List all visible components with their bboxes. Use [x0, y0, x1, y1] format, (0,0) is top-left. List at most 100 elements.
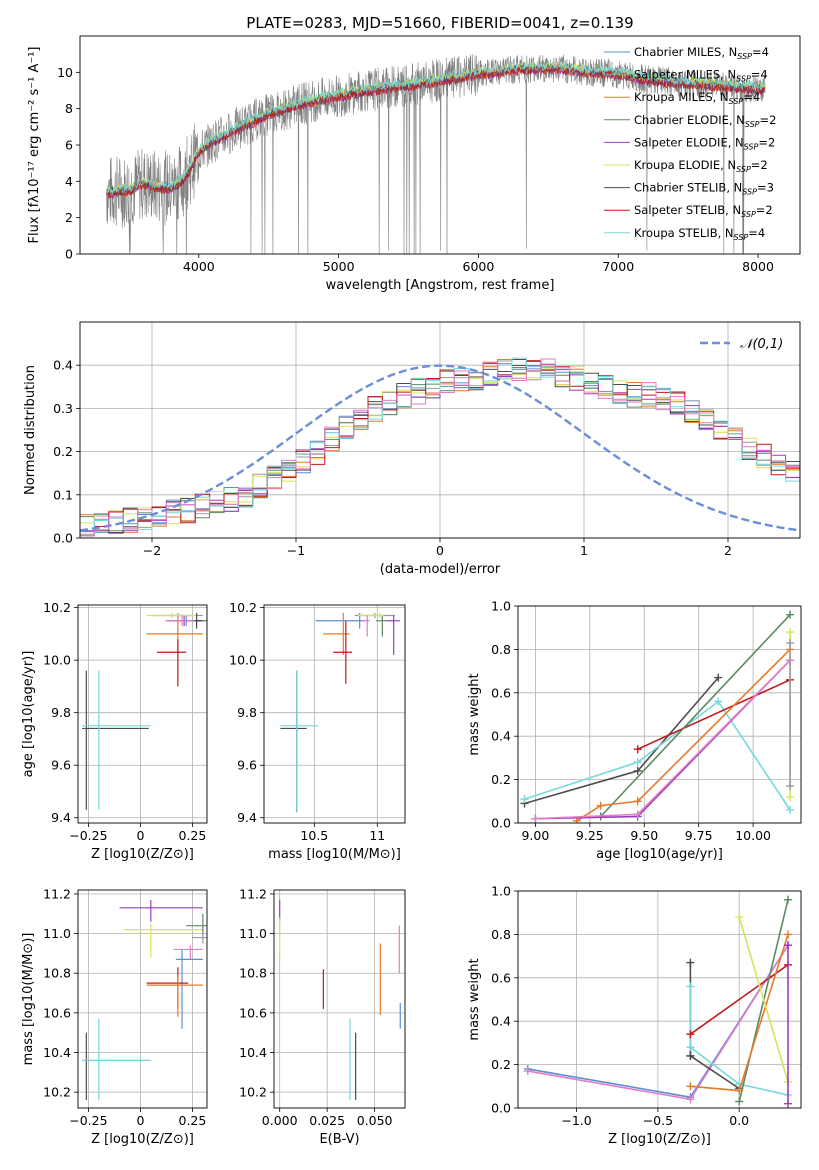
y-tick-label: 11.2	[239, 886, 267, 901]
axes-frame	[273, 889, 406, 1109]
errorbar-point	[82, 1032, 149, 1101]
legend-entry: Kroupa MILES, NSSP=4	[634, 90, 760, 106]
legend-entry: Chabrier ELODIE, NSSP=2	[634, 113, 776, 129]
y-tick-label: 8	[65, 101, 73, 116]
x-tick-label: 9.25	[576, 828, 604, 843]
y-tick-label: 0.1	[53, 487, 73, 502]
axes-frame	[263, 604, 406, 824]
y-tick-label: 0.4	[491, 1014, 511, 1029]
histogram-step-pink	[80, 358, 800, 537]
y-tick-label: 0.8	[491, 927, 511, 942]
errorbar-point	[146, 612, 197, 619]
plot-area-mass_vs_Z	[82, 899, 207, 1101]
y-tick-label: 0.0	[53, 531, 73, 546]
errorbar-point	[157, 639, 187, 687]
y-tick-label: 11.0	[239, 926, 267, 941]
y-tick-label: 10.8	[239, 966, 267, 981]
plot-area-spectrum	[106, 54, 766, 254]
x-tick-label: 0.25	[179, 1113, 207, 1128]
errorbar-point	[82, 1018, 151, 1101]
y-tick-label: 11.2	[43, 886, 71, 901]
legend-entry: Salpeter STELIB, NSSP=2	[634, 203, 773, 219]
y-tick-label: 10.4	[43, 1045, 71, 1060]
y-tick-label: 9.4	[237, 810, 257, 825]
y-tick-label: 10.2	[239, 1085, 267, 1100]
plot-area-weight_vs_Z	[523, 895, 792, 1108]
errorbar-point	[323, 612, 350, 655]
y-tick-label: 10.4	[239, 1045, 267, 1060]
plot-area-mass_vs_ebv	[279, 899, 401, 1101]
errorbar-point	[173, 945, 203, 960]
y-tick-label: 10.0	[229, 653, 257, 668]
weight-marker	[783, 941, 792, 950]
y-tick-label: 0.4	[53, 358, 73, 373]
x-tick-label: 0	[436, 543, 444, 558]
errorbar-point	[186, 913, 207, 934]
y-tick-label: 9.6	[51, 758, 71, 773]
x-tick-label: 0.0	[729, 1113, 749, 1128]
errorbar-point	[192, 931, 207, 944]
weight-marker	[786, 792, 795, 801]
weight-marker	[686, 1095, 695, 1104]
weight-line-kroupa_stelib	[689, 986, 789, 1096]
plot-area-weight_vs_age	[520, 610, 795, 823]
y-tick-label: 0.6	[491, 685, 511, 700]
errorbar-point	[123, 923, 203, 958]
x-tick-label: 7000	[602, 259, 634, 274]
weight-marker	[633, 810, 642, 819]
model-line-kroupa_stelib	[106, 61, 766, 194]
x-axis-label: Z [log10(Z/Z⊙)]	[608, 1132, 711, 1147]
legend-entry: 𝒩(0,1)	[740, 337, 783, 352]
x-tick-label: 8000	[742, 259, 774, 274]
y-tick-label: 10.2	[43, 600, 71, 615]
axes-spectrum: 4000 5000 6000 7000 8000 0 2 4 6 8 10 wavelength [A…	[27, 35, 801, 293]
axes-weight_vs_Z: −1.0 −0.5 0.0 0.0 0.2 0.4 0.6 0.8 1.0 Z [log10(Z/…	[467, 884, 802, 1147]
y-axis-label: Normed distribution	[23, 365, 38, 495]
weight-line-chabrier_elodie	[600, 614, 791, 818]
weight-line-salpeter_stelib	[637, 679, 791, 750]
weight-line-pink	[535, 659, 791, 820]
errorbar-point	[82, 670, 151, 810]
y-tick-label: 11.0	[43, 926, 71, 941]
axes-frame	[517, 890, 802, 1109]
axes-frame	[77, 604, 208, 824]
legend-entry: Kroupa ELODIE, NSSP=2	[634, 158, 768, 174]
x-tick-label: 2	[724, 543, 732, 558]
errorbar-point	[165, 615, 195, 627]
legend-entry: Salpeter MILES, NSSP=4	[634, 68, 768, 84]
x-tick-label: −0.5	[643, 1113, 673, 1128]
y-tick-label: 0.2	[491, 1057, 511, 1072]
x-tick-label: 0	[136, 1113, 144, 1128]
axes-residuals: −2 −1 0 1 2 0.0 0.1 0.2 0.3 0.4 (data-model)/error…	[23, 321, 801, 577]
histogram-step-kroupa_stelib	[80, 357, 800, 537]
y-tick-label: 10.8	[43, 966, 71, 981]
y-tick-label: 0.2	[53, 444, 73, 459]
weight-line-salpeter_stelib	[689, 964, 789, 1035]
errorbar-point	[333, 620, 353, 684]
errorbar-point	[280, 670, 307, 813]
weight-line-chabrier_stelib	[524, 677, 719, 805]
weight-marker	[686, 1082, 695, 1091]
x-tick-label: 9.00	[521, 828, 549, 843]
axes-frame	[77, 889, 208, 1109]
x-tick-label: 9.75	[685, 828, 713, 843]
x-axis-label: wavelength [Angstrom, rest frame]	[326, 278, 555, 293]
y-tick-label: 10.0	[43, 653, 71, 668]
y-tick-label: 10	[57, 65, 73, 80]
y-tick-label: 0.6	[491, 970, 511, 985]
axes-frame	[517, 605, 802, 824]
axes-weight_vs_age: 9.00 9.25 9.50 9.75 10.00 0.0 0.2 0.4 0.6 0.8 1.0 a…	[467, 599, 802, 862]
errorbar-point	[360, 615, 370, 637]
plot-area-residuals	[80, 357, 800, 537]
axes-mass_vs_ebv: 0.000 0.025 0.050 10.2 10.4 10.6 10.8 11.0 11.2 E…	[239, 886, 406, 1147]
y-tick-label: 1.0	[491, 599, 511, 614]
x-tick-label: −1.0	[561, 1113, 591, 1128]
weight-line-chabrier_stelib	[689, 962, 740, 1090]
weight-marker	[735, 1086, 744, 1095]
x-tick-label: 1	[580, 543, 588, 558]
x-tick-label: 0	[136, 828, 144, 843]
weight-marker	[783, 895, 792, 904]
x-tick-label: −0.25	[69, 828, 107, 843]
y-tick-label: 10.2	[229, 600, 257, 615]
weight-marker	[686, 982, 695, 991]
